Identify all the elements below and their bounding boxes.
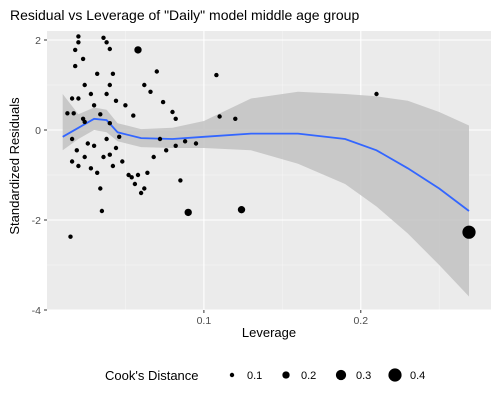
data-point xyxy=(101,154,106,160)
data-point xyxy=(107,46,113,52)
y-axis-title: Standardized Residuals xyxy=(7,97,22,235)
legend: 0.1 0.2 0.3 0.4 xyxy=(223,366,425,384)
data-point xyxy=(145,170,150,175)
data-point xyxy=(113,145,119,151)
data-point xyxy=(107,121,113,126)
data-point xyxy=(95,71,100,77)
data-point xyxy=(170,109,175,115)
data-point xyxy=(110,163,116,169)
legend-symbol xyxy=(229,372,235,378)
data-point xyxy=(157,136,163,142)
data-point xyxy=(76,163,81,169)
data-point xyxy=(88,166,94,171)
data-point xyxy=(193,141,199,146)
data-point xyxy=(91,143,97,148)
data-point xyxy=(173,143,178,148)
data-point xyxy=(104,136,109,142)
data-point xyxy=(135,172,141,178)
data-point xyxy=(107,152,113,157)
data-point xyxy=(98,112,103,117)
data-point xyxy=(99,208,105,214)
data-point xyxy=(214,72,219,78)
data-point xyxy=(126,172,131,178)
data-point xyxy=(80,56,86,62)
data-point xyxy=(76,40,81,45)
data-point xyxy=(462,225,476,239)
data-point xyxy=(73,47,78,53)
data-point xyxy=(138,190,144,196)
data-point xyxy=(154,69,159,74)
data-point xyxy=(132,181,138,187)
data-point xyxy=(233,116,238,122)
data-point xyxy=(69,96,75,101)
data-point xyxy=(71,111,76,116)
data-point xyxy=(91,103,97,108)
axis-ticks: 0.1 0.2 -4 -2 0 2 xyxy=(32,35,369,327)
data-point xyxy=(129,175,134,180)
data-point xyxy=(107,82,113,88)
data-point xyxy=(104,91,109,97)
data-point xyxy=(148,89,153,95)
x-tick-label: 0.1 xyxy=(197,315,212,327)
data-point xyxy=(82,82,87,88)
chart-title: Residual vs Leverage of "Daily" model mi… xyxy=(10,7,359,23)
legend-symbol xyxy=(335,369,347,381)
data-point xyxy=(110,71,116,77)
legend-label: 0.3 xyxy=(356,370,371,382)
data-point xyxy=(217,114,222,119)
legend-symbol xyxy=(282,371,290,379)
data-point xyxy=(104,40,109,45)
data-point xyxy=(88,91,94,97)
data-point xyxy=(178,178,183,183)
data-point xyxy=(65,111,70,116)
data-point xyxy=(101,35,106,40)
data-point xyxy=(69,159,75,164)
data-point xyxy=(151,154,156,160)
legend-title: Cook's Distance xyxy=(105,368,199,383)
data-point xyxy=(184,208,192,217)
data-point xyxy=(82,154,87,160)
data-point xyxy=(98,186,103,191)
legend-label: 0.2 xyxy=(301,370,316,382)
data-point xyxy=(374,91,379,97)
data-point xyxy=(142,186,147,191)
data-point xyxy=(85,141,91,146)
legend-label: 0.1 xyxy=(247,370,262,382)
legend-label: 0.4 xyxy=(410,370,425,382)
y-tick-label: 0 xyxy=(35,125,41,137)
data-point xyxy=(173,116,178,122)
data-point xyxy=(164,148,169,153)
data-point xyxy=(82,119,87,125)
x-axis-title: Leverage xyxy=(242,325,296,340)
data-point xyxy=(123,103,128,108)
legend-symbol xyxy=(388,368,402,382)
y-tick-label: -2 xyxy=(32,215,41,227)
data-point xyxy=(68,234,73,239)
data-point xyxy=(74,148,80,153)
smooth-line xyxy=(62,117,470,212)
data-point xyxy=(76,34,81,39)
smooth-line-group xyxy=(62,117,470,212)
data-point xyxy=(134,46,142,54)
data-point xyxy=(117,134,122,139)
data-point xyxy=(120,159,125,164)
x-tick-label: 0.2 xyxy=(353,315,368,327)
data-point xyxy=(69,136,75,142)
y-tick-label: -4 xyxy=(32,305,41,317)
data-point xyxy=(182,139,188,144)
confidence-band xyxy=(62,91,469,297)
data-point xyxy=(95,170,100,175)
data-point xyxy=(76,96,81,101)
data-point xyxy=(73,63,78,69)
data-point xyxy=(131,113,136,118)
data-point xyxy=(160,99,166,105)
data-point xyxy=(142,82,147,88)
confidence-ribbon xyxy=(62,91,469,297)
y-tick-label: 2 xyxy=(35,35,41,47)
data-point xyxy=(113,98,119,104)
data-point xyxy=(237,206,246,214)
data-points xyxy=(65,34,476,239)
